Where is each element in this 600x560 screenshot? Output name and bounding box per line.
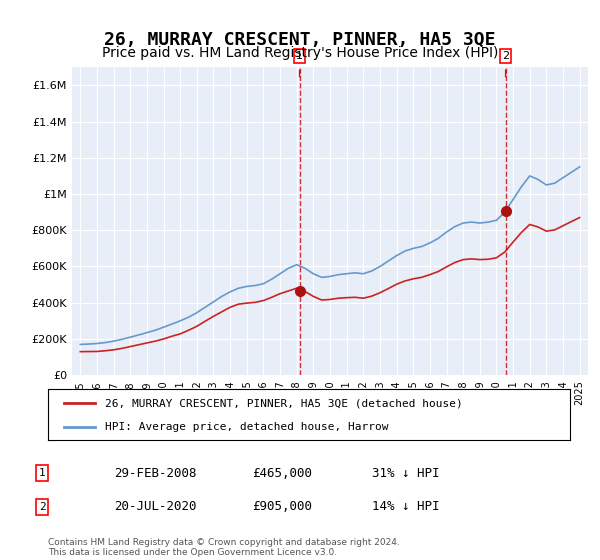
Text: 2: 2 — [38, 502, 46, 512]
Text: 2: 2 — [502, 51, 509, 61]
Text: £465,000: £465,000 — [252, 466, 312, 480]
Text: 26, MURRAY CRESCENT, PINNER, HA5 3QE: 26, MURRAY CRESCENT, PINNER, HA5 3QE — [104, 31, 496, 49]
Text: 1: 1 — [296, 51, 303, 61]
Text: 31% ↓ HPI: 31% ↓ HPI — [372, 466, 439, 480]
Text: HPI: Average price, detached house, Harrow: HPI: Average price, detached house, Harr… — [106, 422, 389, 432]
Text: 14% ↓ HPI: 14% ↓ HPI — [372, 500, 439, 514]
Text: 29-FEB-2008: 29-FEB-2008 — [114, 466, 197, 480]
Text: Contains HM Land Registry data © Crown copyright and database right 2024.
This d: Contains HM Land Registry data © Crown c… — [48, 538, 400, 557]
Text: 26, MURRAY CRESCENT, PINNER, HA5 3QE (detached house): 26, MURRAY CRESCENT, PINNER, HA5 3QE (de… — [106, 398, 463, 408]
Text: 20-JUL-2020: 20-JUL-2020 — [114, 500, 197, 514]
Text: 1: 1 — [38, 468, 46, 478]
Text: £905,000: £905,000 — [252, 500, 312, 514]
Text: Price paid vs. HM Land Registry's House Price Index (HPI): Price paid vs. HM Land Registry's House … — [102, 46, 498, 60]
